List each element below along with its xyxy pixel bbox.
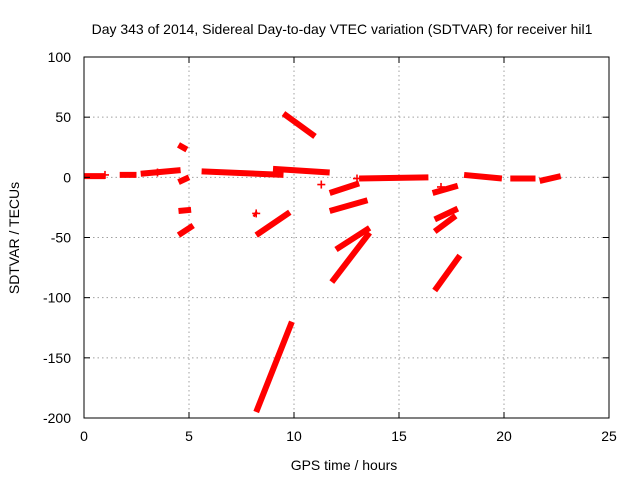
data-track [334, 225, 372, 253]
x-axis-label: GPS time / hours [291, 457, 398, 473]
data-track [463, 171, 503, 182]
data-point [353, 174, 361, 183]
y-tick-label: 100 [48, 49, 72, 65]
data-track [177, 174, 191, 185]
grid [84, 57, 609, 418]
data-track [328, 180, 361, 196]
x-tick-label: 10 [286, 428, 302, 444]
y-tick-label: 50 [55, 109, 71, 125]
x-tick-label: 5 [185, 428, 193, 444]
x-tick-label: 20 [496, 428, 512, 444]
data-point [317, 180, 326, 189]
data-track [539, 173, 562, 184]
data-point [252, 209, 261, 218]
axis-ticks: 0 5 10 15 20 25 100 50 0 -50 -100 -150 -200 [43, 49, 617, 444]
data-track [359, 174, 429, 182]
x-tick-label: 25 [601, 428, 617, 444]
data-point [437, 182, 445, 191]
data-point [101, 170, 109, 179]
data-track [432, 253, 463, 293]
chart-title: Day 343 of 2014, Sidereal Day-to-day VTE… [92, 21, 593, 37]
y-tick-label: -50 [51, 230, 71, 246]
y-tick-label: 0 [63, 169, 71, 185]
y-axis-label: SDTVAR / TECUs [6, 182, 22, 294]
data-track [177, 142, 189, 153]
data-track [329, 230, 372, 284]
y-tick-label: -200 [43, 410, 71, 426]
data-track [272, 165, 330, 176]
data-track [254, 209, 292, 238]
data-series [84, 111, 562, 414]
x-tick-label: 15 [391, 428, 407, 444]
data-track [253, 320, 295, 414]
data-track [176, 222, 195, 238]
data-track [281, 111, 317, 139]
y-tick-label: -100 [43, 290, 71, 306]
data-track [178, 206, 192, 215]
data-track [328, 197, 369, 214]
data-track [433, 205, 460, 223]
data-track [432, 213, 458, 234]
x-tick-label: 0 [80, 428, 88, 444]
data-track [431, 182, 459, 196]
y-tick-label: -150 [43, 350, 71, 366]
data-track [201, 168, 284, 178]
data-point [153, 168, 162, 177]
